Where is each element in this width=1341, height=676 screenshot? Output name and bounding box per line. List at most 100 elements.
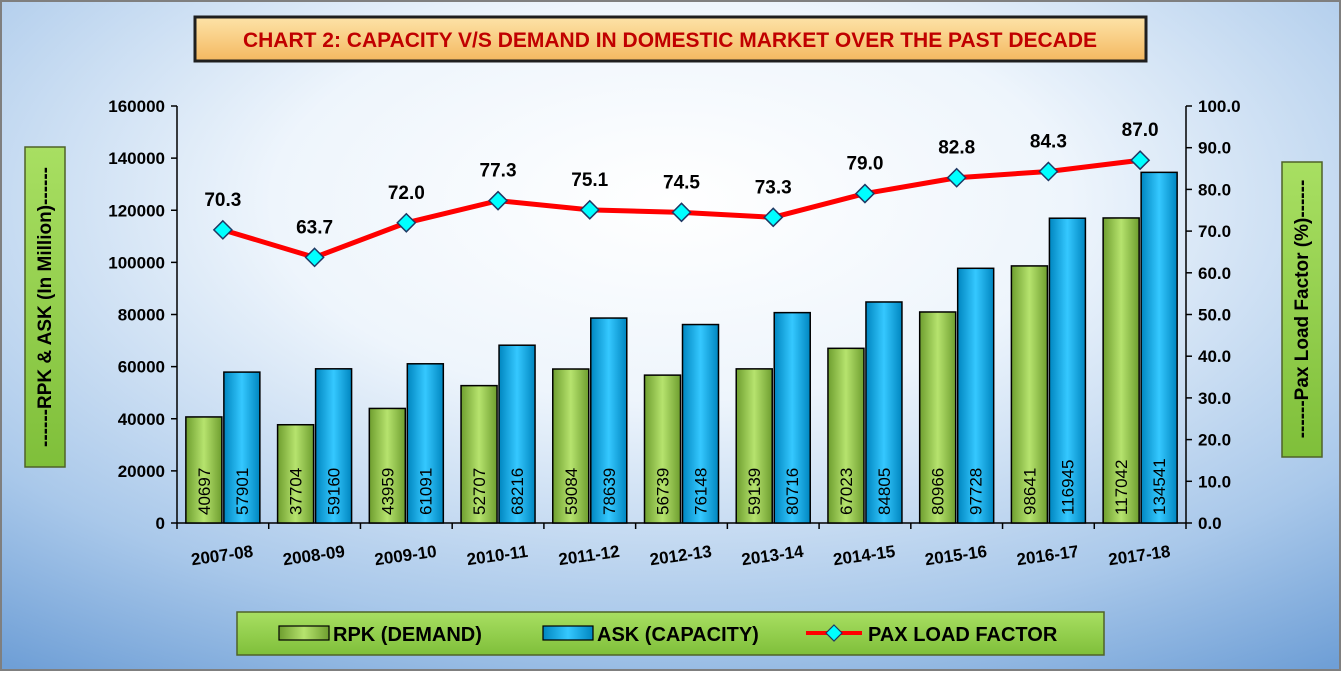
- load-factor-marker: [946, 167, 967, 188]
- ask-bar: [406, 363, 445, 524]
- load-factor-label: 79.0: [846, 154, 883, 175]
- load-factor-label: 74.5: [663, 172, 700, 193]
- y-tick-label: 40000: [118, 410, 165, 429]
- y2-tick-label: 30.0: [1198, 389, 1231, 408]
- rpk-bar: [918, 311, 957, 524]
- ask-bar: [1048, 217, 1087, 524]
- load-factor-marker: [1038, 161, 1059, 182]
- rpk-bar: [368, 407, 407, 524]
- load-factor-marker: [1130, 150, 1151, 171]
- y2-tick-label: 0.0: [1198, 514, 1222, 533]
- ask-bar-label: 116945: [1058, 460, 1077, 515]
- load-factor-label: 77.3: [480, 161, 517, 182]
- rpk-bar-label: 80966: [929, 468, 948, 515]
- ask-bar: [773, 311, 811, 524]
- legend-label-plf: PAX LOAD FACTOR: [868, 624, 1058, 646]
- rpk-bar: [735, 368, 773, 524]
- load-factor-label: 70.3: [204, 190, 241, 211]
- y-tick-label: 20000: [118, 462, 165, 481]
- rpk-bar-label: 56739: [654, 468, 673, 515]
- y2-tick-label: 90.0: [1198, 139, 1231, 158]
- ask-bar-label: 134541: [1150, 458, 1169, 515]
- rpk-bar: [185, 416, 223, 524]
- ask-bar: [590, 317, 628, 524]
- rpk-bar-label: 43959: [378, 468, 397, 515]
- ask-bar: [223, 371, 261, 524]
- legend-swatch-ask: [542, 625, 594, 641]
- rpk-bar: [827, 347, 865, 524]
- ask-bar-label: 78639: [600, 468, 619, 515]
- ask-bar: [681, 323, 720, 524]
- bars-group: 40697 57901 37704 59160 43959 61091 52707 68216…: [185, 171, 1178, 524]
- rpk-bar-label: 59139: [745, 468, 764, 515]
- rpk-bar: [276, 423, 315, 524]
- ask-bar-label: 76148: [692, 468, 711, 515]
- y-tick-label: 60000: [118, 358, 165, 377]
- load-factor-marker: [396, 212, 417, 233]
- y-tick-label: 80000: [118, 306, 165, 325]
- rpk-bar-label: 40697: [195, 468, 214, 515]
- legend: RPK (DEMAND) ASK (CAPACITY) PAX LOAD FAC…: [236, 611, 1105, 656]
- legend-box: [236, 611, 1105, 656]
- y-tick-label: 0: [156, 514, 165, 533]
- rpk-bar-label: 52707: [470, 468, 489, 515]
- ask-bar-label: 61091: [416, 468, 435, 515]
- load-factor-label: 72.0: [388, 183, 425, 204]
- rpk-bar-label: 117042: [1112, 460, 1131, 515]
- legend-marker-plf: [825, 624, 843, 642]
- ask-bar-label: 97728: [967, 468, 986, 515]
- ask-bar-label: 68216: [508, 468, 527, 515]
- load-factor-marker: [763, 207, 784, 228]
- ask-bar-label: 84805: [875, 468, 894, 515]
- ask-bar: [956, 267, 995, 524]
- y-tick-label: 140000: [108, 149, 165, 168]
- ask-bar-label: 57901: [233, 468, 252, 515]
- load-factor-marker: [304, 247, 325, 268]
- chart-title: CHART 2: CAPACITY V/S DEMAND IN DOMESTIC…: [243, 29, 1097, 52]
- y-tick-label: 160000: [108, 97, 165, 116]
- y-axis-label: ------RPK & ASK (In Million)------: [35, 167, 56, 447]
- load-factor-marker: [671, 202, 692, 223]
- load-factor-marker: [579, 199, 600, 220]
- ask-bar-label: 59160: [325, 468, 344, 515]
- load-factor-label: 63.7: [296, 217, 333, 238]
- ask-bar-label: 80716: [783, 468, 802, 515]
- rpk-bar-label: 37704: [287, 468, 306, 515]
- y-axis-label-panel: [24, 146, 66, 468]
- y2-tick-label: 10.0: [1198, 472, 1231, 491]
- load-factor-label: 84.3: [1030, 131, 1067, 152]
- legend-swatch-rpk: [278, 625, 330, 641]
- y2-tick-label: 20.0: [1198, 431, 1231, 450]
- load-factor-label: 87.0: [1122, 120, 1159, 141]
- y-tick-label: 100000: [108, 253, 165, 272]
- rpk-bar: [552, 368, 590, 524]
- y2-tick-label: 50.0: [1198, 306, 1231, 325]
- y2-tick-label: 40.0: [1198, 347, 1231, 366]
- y2-tick-label: 100.0: [1198, 97, 1241, 116]
- y2-axis-label: ------Pax Load Factor (%)------: [1292, 180, 1313, 439]
- load-factor-label: 73.3: [755, 177, 792, 198]
- ask-bar: [865, 301, 903, 524]
- y-tick-label: 120000: [108, 201, 165, 220]
- ask-bar: [498, 344, 536, 524]
- rpk-bar-label: 59084: [562, 468, 581, 515]
- load-factor-marker: [854, 183, 876, 204]
- load-factor-marker: [487, 190, 509, 211]
- y2-axis-label-panel: [1281, 161, 1323, 458]
- y2-tick-label: 70.0: [1198, 222, 1231, 241]
- load-factor-label: 82.8: [938, 138, 975, 159]
- rpk-bar-label: 67023: [837, 468, 856, 515]
- legend-label-ask: ASK (CAPACITY): [597, 624, 759, 646]
- line-group: 70.3 63.7 72.0 77.3 75.1 74.5 73.3 79.0 82.8 84.3…: [204, 120, 1159, 268]
- ask-bar: [1140, 171, 1178, 524]
- legend-label-rpk: RPK (DEMAND): [333, 624, 482, 646]
- load-factor-label: 75.1: [571, 170, 608, 191]
- ask-bar: [314, 368, 353, 524]
- y2-tick-label: 60.0: [1198, 264, 1231, 283]
- load-factor-marker: [212, 219, 233, 240]
- rpk-bar: [1102, 217, 1140, 524]
- rpk-bar: [460, 384, 498, 524]
